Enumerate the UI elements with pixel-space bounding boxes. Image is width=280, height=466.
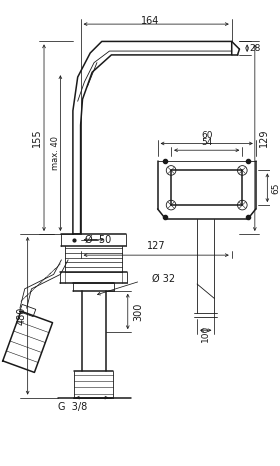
- Text: 300: 300: [134, 302, 144, 321]
- Text: 164: 164: [141, 16, 159, 26]
- Text: 28: 28: [249, 44, 260, 53]
- Text: 129: 129: [259, 129, 269, 147]
- Text: 155: 155: [32, 129, 42, 147]
- Text: 54: 54: [201, 138, 213, 147]
- Text: Ø 32: Ø 32: [152, 274, 175, 284]
- Text: 60: 60: [201, 130, 213, 140]
- Text: 480: 480: [17, 307, 27, 325]
- Text: Ø  50: Ø 50: [85, 235, 111, 245]
- Text: max. 40: max. 40: [51, 136, 60, 170]
- Text: 100: 100: [201, 324, 210, 342]
- Text: 65: 65: [271, 182, 280, 193]
- Text: G  3/8: G 3/8: [59, 402, 88, 412]
- Text: 127: 127: [147, 241, 165, 251]
